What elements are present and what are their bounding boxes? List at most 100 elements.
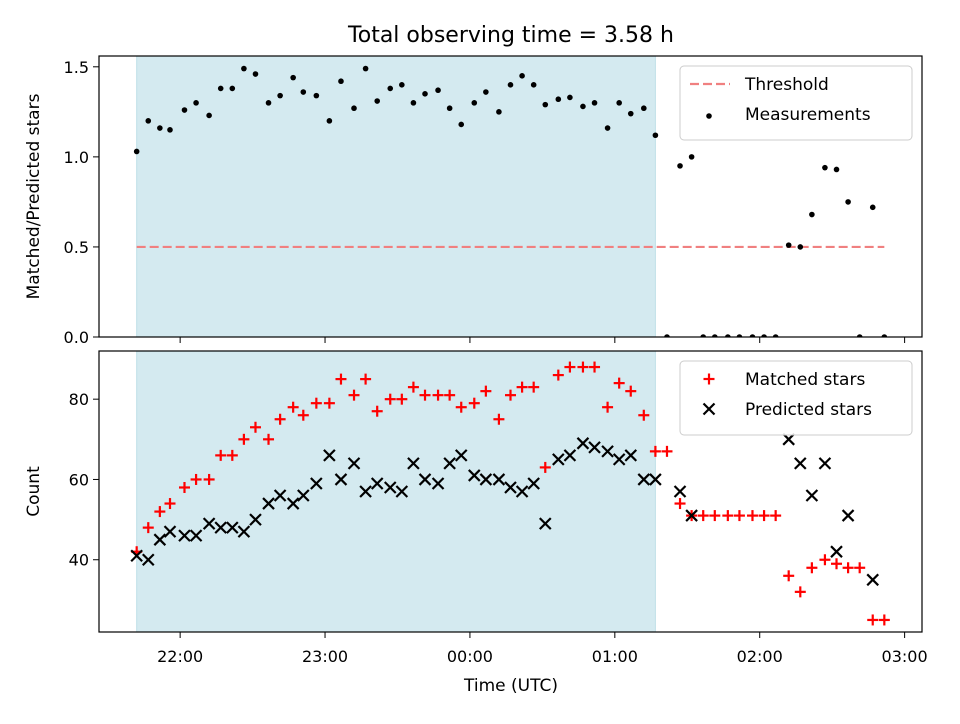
data-point	[273, 489, 287, 502]
data-point-stroke	[601, 445, 614, 458]
data-point	[374, 98, 380, 104]
data-point	[133, 148, 140, 155]
data-point	[249, 513, 262, 526]
legend-item: Measurements	[706, 105, 871, 125]
data-point	[362, 65, 369, 72]
data-point	[286, 497, 300, 510]
data-point	[588, 441, 601, 454]
x-tick-label: 23:00	[302, 647, 348, 666]
data-point	[407, 381, 419, 393]
y-axis-label: Count	[24, 466, 44, 517]
data-point	[202, 517, 216, 530]
data-point	[214, 521, 227, 534]
data-point	[674, 498, 686, 510]
data-point	[422, 91, 428, 97]
data-point	[483, 89, 489, 95]
data-point	[479, 473, 493, 486]
data-point	[604, 125, 611, 131]
data-point-stroke	[334, 473, 348, 486]
data-point	[238, 433, 250, 445]
data-point	[856, 334, 863, 337]
data-point	[516, 381, 528, 393]
data-point	[542, 101, 549, 108]
y-tick-label: 60	[69, 470, 89, 489]
series-measurements	[133, 65, 888, 337]
data-point	[384, 393, 396, 405]
data-point	[625, 385, 637, 397]
data-point	[591, 100, 598, 106]
data-point-stroke	[297, 489, 310, 502]
data-point-stroke	[395, 485, 409, 498]
data-point	[758, 510, 770, 522]
data-point-stroke	[359, 485, 372, 498]
data-point	[265, 100, 272, 106]
data-point	[310, 477, 323, 490]
data-point	[347, 457, 361, 470]
data-point	[383, 481, 397, 494]
data-point	[181, 107, 188, 113]
data-point-stroke	[830, 545, 843, 558]
data-point-stroke	[273, 489, 287, 502]
data-point	[153, 533, 167, 546]
data-point	[277, 92, 283, 99]
data-point	[673, 485, 687, 498]
data-point	[399, 82, 405, 88]
data-point	[249, 421, 261, 433]
data-point-stroke	[588, 441, 601, 454]
data-point	[396, 393, 408, 405]
data-point	[142, 522, 154, 534]
data-point-stroke	[841, 509, 855, 522]
data-point	[454, 449, 468, 462]
data-point	[157, 125, 163, 131]
data-point-stroke	[431, 477, 445, 490]
data-point	[576, 437, 590, 450]
data-point-stroke	[310, 477, 323, 490]
data-point	[638, 409, 650, 421]
data-point	[563, 449, 577, 462]
x-axis-label: Time (UTC)	[463, 676, 558, 696]
data-point	[262, 497, 275, 510]
data-point	[661, 445, 673, 457]
data-point	[154, 506, 166, 518]
data-point-stroke	[649, 473, 662, 486]
data-point	[310, 397, 322, 409]
data-point	[601, 445, 614, 458]
data-point	[841, 509, 855, 522]
data-point-stroke	[163, 525, 177, 538]
data-point	[313, 92, 320, 99]
x-tick-label: 01:00	[592, 647, 638, 666]
data-point	[410, 100, 417, 106]
data-point-stroke	[805, 489, 819, 502]
data-point	[538, 517, 552, 530]
data-point	[809, 211, 815, 218]
data-point	[290, 74, 296, 81]
data-point	[505, 389, 516, 401]
data-point-stroke	[443, 457, 456, 470]
data-point	[323, 449, 336, 462]
data-point	[467, 469, 481, 482]
data-point	[323, 397, 335, 409]
data-point	[782, 433, 795, 446]
data-point	[580, 103, 586, 110]
data-point	[805, 489, 819, 502]
data-point	[867, 614, 879, 626]
data-point	[528, 381, 540, 393]
data-point	[794, 457, 807, 470]
data-point-stroke	[130, 549, 143, 563]
observing-window-shade	[136, 56, 656, 337]
y-tick-label: 40	[69, 551, 89, 570]
data-point	[334, 473, 348, 486]
data-point	[395, 485, 409, 498]
data-point	[297, 489, 310, 502]
data-point	[688, 154, 695, 160]
data-point	[794, 586, 806, 598]
data-point-stroke	[866, 573, 880, 587]
data-point	[712, 334, 718, 337]
data-point	[869, 204, 876, 211]
data-point	[770, 510, 782, 522]
series-matched-stars	[131, 361, 890, 626]
data-point	[685, 509, 698, 522]
series-predicted-stars	[130, 433, 880, 587]
legend-item: Threshold	[690, 75, 829, 95]
